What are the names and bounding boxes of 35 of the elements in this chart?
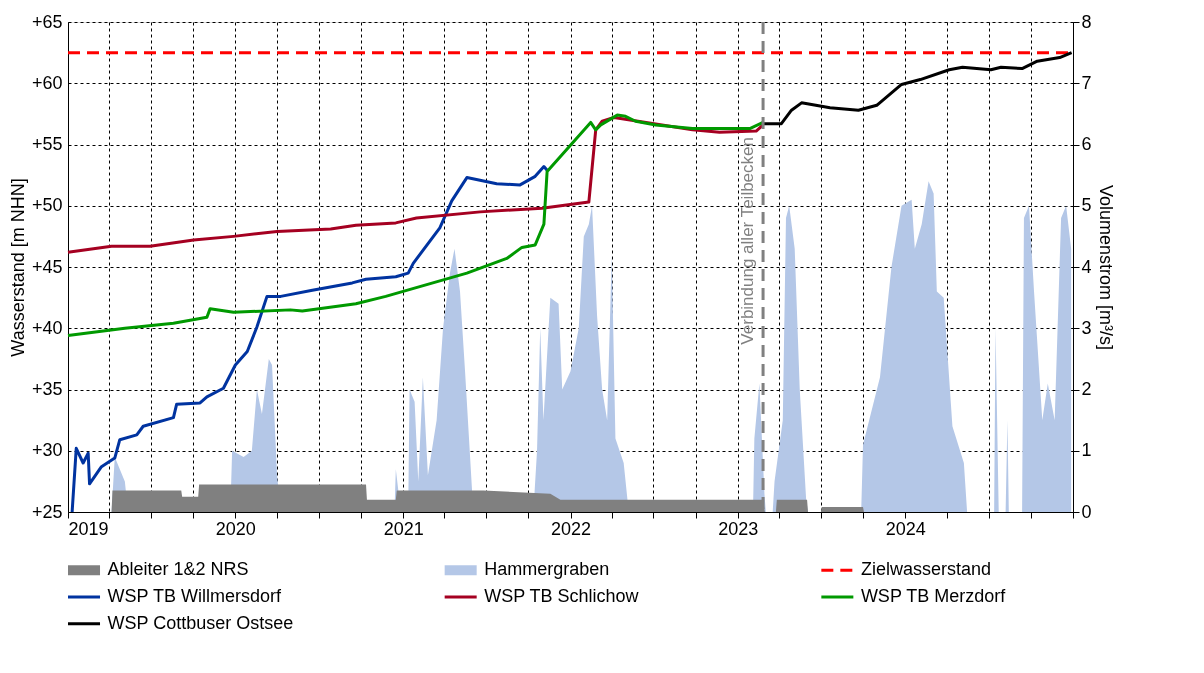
x-tick-label: 2023 — [718, 518, 759, 539]
legend-label: Hammergraben — [484, 559, 610, 580]
x-tick-label: 2019 — [68, 518, 109, 539]
y-tick-label: +55 — [31, 134, 63, 154]
x-tick-label: 2022 — [550, 518, 592, 539]
x-tick-label: 2020 — [215, 518, 256, 539]
y2-axis-title: Volumenstrom [m³/s] — [1095, 184, 1116, 351]
x-tick-label: 2021 — [383, 518, 424, 539]
legend-label: WSP TB Schlichow — [484, 586, 640, 606]
y-tick-label: +65 — [31, 11, 63, 32]
legend-label: WSP TB Willmersdorf — [107, 586, 282, 606]
x-tick-label: 2024 — [885, 518, 926, 539]
y2-tick-label: 8 — [1081, 11, 1092, 32]
y-tick-label: +40 — [31, 317, 63, 338]
y-tick-label: +60 — [31, 72, 63, 93]
legend-label: WSP TB Merzdorf — [860, 586, 1007, 606]
y2-tick-label: 7 — [1081, 72, 1092, 93]
ref-line-label: Verbindung aller Teilbecken — [738, 137, 758, 345]
legend-label: Ableiter 1&2 NRS — [107, 559, 249, 580]
line-series — [70, 165, 549, 514]
y2-tick-label: 5 — [1081, 195, 1092, 216]
y2-tick-label: 4 — [1081, 256, 1092, 277]
legend-label: Zielwasserstand — [860, 559, 991, 580]
y2-tick-label: 0 — [1081, 501, 1092, 522]
y-tick-label: +30 — [31, 440, 63, 461]
legend-label: WSP Cottbuser Ostsee — [107, 612, 294, 633]
y2-tick-label: 6 — [1081, 134, 1092, 154]
y-tick-label: +35 — [31, 379, 63, 399]
y-axis-title: Wasserstand [m NHN] — [7, 178, 28, 357]
y-tick-label: +25 — [31, 501, 63, 522]
y2-tick-label: 3 — [1081, 317, 1092, 338]
y2-tick-label: 1 — [1081, 440, 1092, 461]
y-tick-label: +45 — [31, 256, 63, 277]
y-tick-label: +50 — [31, 195, 63, 216]
y2-tick-label: 2 — [1081, 379, 1092, 399]
